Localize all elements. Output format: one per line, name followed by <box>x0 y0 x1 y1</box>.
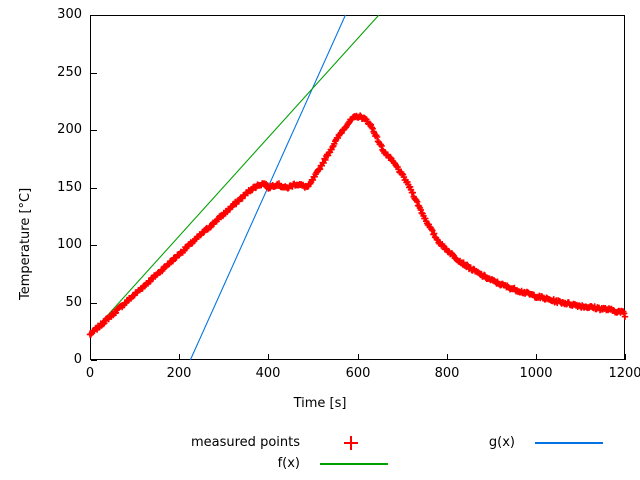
legend-key-g <box>529 433 609 453</box>
legend-entry-f[interactable]: f(x) <box>30 454 388 474</box>
measured-point-marker <box>369 125 376 132</box>
measured-point-marker <box>431 230 438 237</box>
y-tick-label: 250 <box>57 65 82 80</box>
measured-point-marker <box>409 189 416 196</box>
measured-point-marker <box>309 176 317 184</box>
x-tick-mark <box>358 354 359 360</box>
measured-point-marker <box>378 142 385 150</box>
series-measured-points <box>86 112 629 338</box>
x-tick-label: 1000 <box>519 366 553 381</box>
measured-point-marker <box>207 224 214 231</box>
measured-point-marker <box>398 170 406 177</box>
measured-point-marker <box>316 165 324 173</box>
x-tick-mark <box>90 354 91 360</box>
x-tick-label: 400 <box>255 366 281 381</box>
y-tick-mark <box>91 73 97 74</box>
x-tick-label: 200 <box>166 366 192 381</box>
x-tick-mark <box>536 354 537 360</box>
x-tick-label: 1200 <box>608 366 640 381</box>
y-tick-mark <box>91 15 97 16</box>
y-tick-label: 300 <box>57 7 82 22</box>
measured-point-marker <box>620 310 628 317</box>
chart-legend: measured points g(x) f(x) <box>0 430 640 480</box>
measured-point-marker <box>417 206 424 214</box>
line-sample-icon-f <box>320 463 388 465</box>
legend-label-measured-points: measured points <box>190 435 300 450</box>
y-tick-label: 150 <box>57 180 82 195</box>
y-tick-mark <box>91 130 97 131</box>
x-tick-label: 0 <box>85 366 95 381</box>
y-axis-title: Temperature [°C] <box>18 187 33 300</box>
y-tick-label: 50 <box>65 295 82 310</box>
measured-point-marker <box>366 120 374 128</box>
x-tick-mark <box>625 354 626 360</box>
measured-point-marker <box>377 141 384 148</box>
y-tick-mark <box>91 245 97 246</box>
line-sample-icon-g <box>535 442 603 444</box>
y-tick-mark <box>91 360 97 361</box>
legend-key-measured-points <box>314 433 394 453</box>
measured-point-marker <box>464 261 471 268</box>
y-tick-mark <box>91 188 97 189</box>
measured-point-marker <box>100 320 107 328</box>
y-tick-label: 100 <box>57 237 82 252</box>
series-line-f(x) <box>89 14 380 336</box>
y-tick-mark <box>91 303 97 304</box>
plot-area-border <box>90 15 625 360</box>
x-tick-label: 600 <box>345 366 371 381</box>
measured-point-marker <box>414 198 421 205</box>
measured-point-marker <box>322 156 329 164</box>
plus-marker-icon <box>344 436 358 450</box>
legend-entry-measured-points[interactable]: measured points <box>30 433 358 453</box>
x-tick-mark <box>447 354 448 360</box>
measured-point-marker <box>169 258 177 265</box>
series-f-line <box>89 14 380 336</box>
x-axis-title: Time [s] <box>293 396 347 411</box>
legend-key-f <box>314 454 394 474</box>
measured-point-marker <box>368 124 375 131</box>
x-tick-mark <box>268 354 269 360</box>
y-tick-label: 200 <box>57 122 82 137</box>
measured-point-marker <box>621 313 629 320</box>
legend-label-g: g(x) <box>488 435 515 450</box>
y-tick-label: 0 <box>73 352 82 367</box>
x-tick-label: 800 <box>434 366 460 381</box>
x-tick-mark <box>179 354 180 360</box>
legend-entry-g[interactable]: g(x) <box>330 433 603 453</box>
measured-point-marker <box>373 133 381 141</box>
legend-label-f: f(x) <box>277 456 300 471</box>
